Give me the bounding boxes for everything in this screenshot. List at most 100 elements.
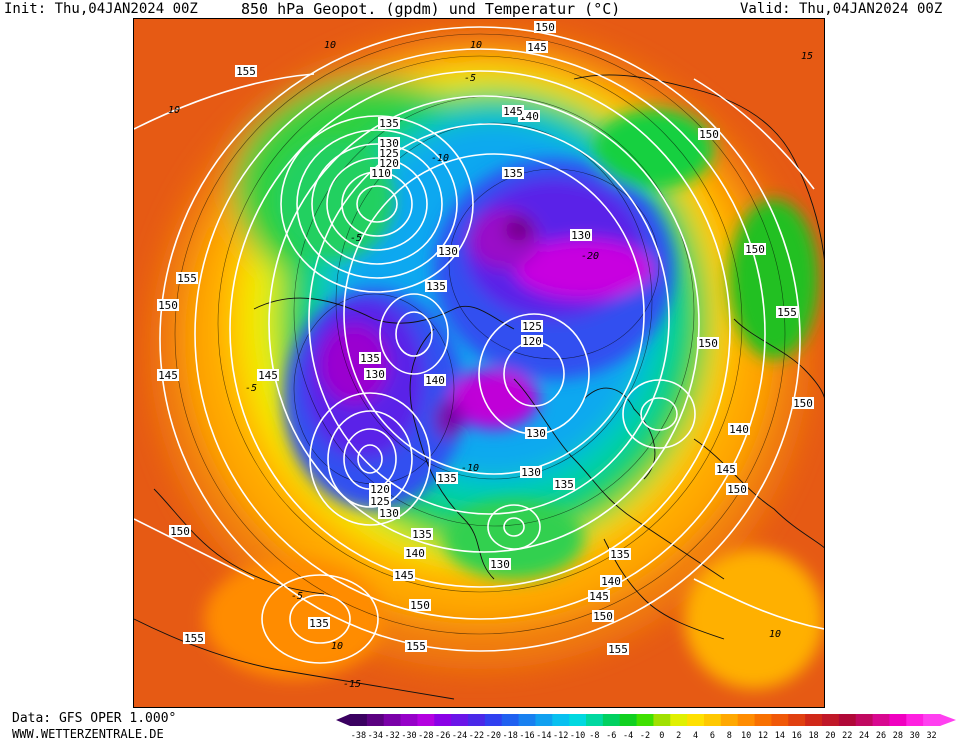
contour-label: 140 — [404, 547, 426, 560]
legend-swatch — [822, 714, 840, 726]
contour-label-text: 120 — [522, 335, 542, 348]
isotherm-label: -5 — [291, 591, 303, 602]
legend-swatch — [602, 714, 621, 726]
contour-label-text: 150 — [727, 483, 747, 496]
legend-swatch — [552, 714, 570, 726]
contour-label-layer: 1501451551401451351301251201101501351301… — [157, 21, 814, 656]
legend-tick-label: 6 — [710, 731, 715, 741]
isotherm-label: -20 — [581, 251, 599, 262]
contour-label: 130 — [489, 558, 511, 571]
contour-label-text: 140 — [519, 110, 539, 123]
isotherm-label: -10 — [431, 153, 449, 164]
legend-tick-label: -16 — [519, 731, 534, 741]
color-legend: -38 -34 -32 -30 -28 -26 -24 -22 -20 -18 -16 -14 -12-… — [336, 712, 958, 741]
contour-label: 130 — [364, 368, 386, 381]
legend-tick-label: -2 — [640, 731, 650, 741]
legend-swatch — [569, 714, 587, 726]
contour-label-text: 140 — [729, 423, 749, 436]
legend-swatch — [383, 714, 402, 726]
legend-tick-label: -20 — [486, 731, 501, 741]
contour-label-text: 150 — [745, 243, 765, 256]
contour-label-text: 120 — [370, 483, 390, 496]
legend-tick-label: 2 — [676, 731, 681, 741]
contour-label: 130 — [378, 507, 400, 520]
legend-tick-label: -6 — [606, 731, 616, 741]
contour-label: 150 — [698, 128, 720, 141]
legend-canvas: -38 -34 -32 -30 -28 -26 -24 -22 -20 -18 -16 -14 -12-… — [336, 714, 956, 741]
legend-swatch — [670, 714, 688, 726]
contour-label: 120 — [521, 335, 543, 348]
contour-label-text: 155 — [177, 272, 197, 285]
contour-label: 150 — [409, 599, 431, 612]
data-source: Data: GFS OPER 1.000° — [12, 711, 177, 726]
contour-label-text: 145 — [158, 369, 178, 382]
contour-label: 155 — [235, 65, 257, 78]
contour-label-text: 155 — [777, 306, 797, 319]
map-canvas: 1501451551401451351301251201101501351301… — [134, 19, 824, 707]
weather-map[interactable]: 150 145 155 140 145 135 130 125 120 110 150 135 130 1… — [133, 18, 825, 708]
contour-label: 150 — [792, 397, 814, 410]
legend-swatch — [687, 714, 705, 726]
contour-label-text: 155 — [608, 643, 628, 656]
legend-tick-label: 12 — [758, 731, 768, 741]
contour-label-text: 130 — [526, 427, 546, 440]
legend-swatch — [636, 714, 654, 726]
contour-label-text: 130 — [490, 558, 510, 571]
legend-tick-label: -26 — [435, 731, 450, 741]
contour-label-text: 150 — [535, 21, 555, 34]
contour-label: 150 — [169, 525, 191, 538]
contour-label-text: 145 — [258, 369, 278, 382]
legend-tick-label: 18 — [808, 731, 818, 741]
legend-swatch — [417, 714, 435, 726]
contour-label: 130 — [525, 427, 547, 440]
legend-tick-label: 22 — [842, 731, 852, 741]
legend-tick-label: -38 — [351, 731, 366, 741]
contour-label: 145 — [588, 590, 610, 603]
contour-label: 120 — [369, 483, 391, 496]
legend-swatch — [737, 714, 756, 726]
isotherm-label: -5 — [350, 233, 362, 244]
contour-label-text: 135 — [360, 352, 380, 365]
contour-label-text: 135 — [503, 167, 523, 180]
contour-label: 150 — [592, 610, 614, 623]
legend-swatch — [889, 714, 907, 726]
contour-label: 155 — [176, 272, 198, 285]
contour-label: 130 — [520, 466, 542, 479]
isotherm-label: -15 — [343, 679, 361, 690]
contour-label: 125 — [378, 147, 400, 160]
map-title: 850 hPa Geopot. (gpdm) und Temperatur (°… — [241, 0, 621, 18]
legend-swatch — [366, 714, 385, 726]
legend-swatch — [451, 714, 469, 726]
contour-label-text: 125 — [522, 320, 542, 333]
isotherm-label: -10 — [461, 463, 479, 474]
isotherm-label: 10 — [769, 629, 781, 640]
contour-label-text: 120 — [379, 157, 399, 170]
website-link[interactable]: WWW.WETTERZENTRALE.DE — [12, 727, 164, 741]
legend-tick-label: -4 — [623, 731, 633, 741]
contour-label-text: 150 — [158, 299, 178, 312]
legend-swatch — [872, 714, 890, 726]
contour-label-text: 155 — [406, 640, 426, 653]
legend-arrow-right — [940, 714, 956, 726]
isotherm-label: 10 — [324, 40, 336, 51]
contour-label: 150 — [726, 483, 748, 496]
legend-tick-label: 20 — [825, 731, 835, 741]
legend-tick-label: -32 — [384, 731, 399, 741]
legend-tick-label: 30 — [910, 731, 920, 741]
contour-label-text: 135 — [437, 472, 457, 485]
legend-tick-label: 10 — [741, 731, 751, 741]
legend-swatch — [838, 714, 857, 726]
contour-label-text: 145 — [589, 590, 609, 603]
contour-label-text: 145 — [503, 105, 523, 118]
legend-tick-label: 28 — [893, 731, 903, 741]
legend-swatch — [400, 714, 418, 726]
legend-swatch — [586, 714, 604, 726]
contour-label: 135 — [436, 472, 458, 485]
legend-tick-label: -18 — [502, 731, 517, 741]
contour-label-text: 140 — [405, 547, 425, 560]
contour-label-text: 125 — [379, 147, 399, 160]
contour-label-text: 135 — [379, 117, 399, 130]
contour-label: 150 — [744, 243, 766, 256]
contour-label-text: 130 — [379, 137, 399, 150]
contour-label: 110 — [370, 167, 392, 180]
